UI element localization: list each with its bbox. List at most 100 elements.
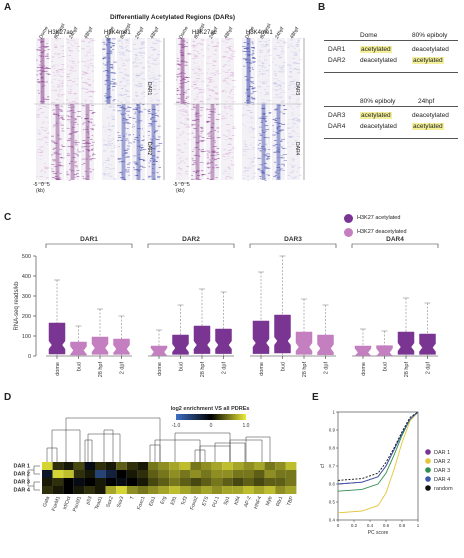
scale-tick-label: -1.0 [172, 423, 181, 429]
box [91, 308, 109, 356]
heatmap-column-label: Klf4 [233, 495, 242, 505]
legend-acetylated-label: H3K27 acetylated [357, 215, 401, 221]
heatmap-cell [285, 462, 297, 470]
heatmap-cell [73, 486, 85, 494]
panel-c-boxplot: 0 100 200 300 400 500 RNA-seq reads/kb DAR1 dome… [14, 236, 439, 378]
x-tick-label: 0.2 [351, 523, 358, 528]
table1-row2-b: acetylated [412, 57, 444, 64]
heatmap-cell [73, 462, 85, 470]
scale-tick-label: 0 [210, 423, 213, 429]
heatmap-cell [126, 486, 138, 494]
heatmap-cell [190, 462, 201, 470]
heatmap-cell [52, 486, 64, 494]
heatmap-cell [42, 478, 53, 486]
heatmap-cell [95, 478, 106, 486]
right-h3k27ac-label: H3K27ac [192, 30, 217, 36]
heatmap-column-label: p53 [85, 495, 94, 505]
y-axis-label: cf [320, 463, 326, 468]
x-tick-label: bud [383, 362, 389, 371]
heatmap-cell [169, 470, 180, 478]
box [397, 297, 415, 356]
heatmap-cell [222, 478, 233, 486]
heatmap-cell [95, 462, 106, 470]
heatmap-column [132, 38, 147, 181]
heatmap-cell [42, 486, 53, 494]
heatmap-cell [190, 478, 201, 486]
heatmap-cell [52, 478, 64, 486]
y-tick-label: 0 [28, 354, 31, 360]
heatmap-column-label: HNF4 [253, 495, 263, 510]
legend-label: DAR 1 [434, 450, 450, 456]
x-tick-label: dome [157, 362, 163, 376]
panel-a-heatmaps [34, 38, 305, 184]
heatmap-cell [42, 470, 53, 478]
heatmap-column [221, 38, 237, 180]
heatmap-cell [169, 478, 180, 486]
group-label: DAR2 [182, 236, 200, 243]
heatmap-cell [243, 486, 254, 494]
heatmap-column-label: Tead1 [94, 495, 104, 510]
series-line [337, 411, 419, 481]
heatmap-column-label: Sox3 [116, 495, 126, 508]
heatmap-cell [232, 486, 244, 494]
heatmap-cell [285, 470, 297, 478]
heatmap-cell [201, 470, 212, 478]
heatmap-cell [285, 486, 297, 494]
heatmap-cell [275, 470, 286, 478]
heatmap-column-label: Gata [42, 495, 51, 507]
heatmap-cell [179, 486, 191, 494]
y-tick-label: 0.9 [329, 428, 336, 433]
box [48, 279, 66, 356]
panel-b-table-2: 80% epiboly 24hpf DAR3 acetylated deacet… [324, 98, 458, 148]
x-tick-label: bud [179, 362, 185, 371]
left-axis-unit: (kb) [36, 188, 45, 194]
heatmap-column-label: TBP [286, 495, 295, 507]
heatmap-cell [148, 486, 159, 494]
heatmap-column-label: Erg [159, 495, 167, 505]
heatmap-cell [52, 462, 64, 470]
heatmap-cell [243, 462, 254, 470]
left-axis-tick-1: -5 [33, 182, 38, 188]
panel-e-letter: E [312, 392, 319, 403]
heatmap-cell [95, 486, 106, 494]
y-tick-label: 0.5 [329, 500, 336, 505]
y-tick-label: 1 [332, 410, 335, 415]
table2-header-1: 80% epiboly [360, 98, 396, 105]
heatmap-column-label: Foxa2 [189, 495, 199, 510]
box [172, 304, 189, 356]
heatmap-column [66, 38, 82, 181]
table1-row1-a: acetylated [360, 46, 392, 53]
heatmap-cell [211, 470, 223, 478]
heatmap-column-label: FoxM1 [51, 495, 62, 512]
heatmap-cell [211, 462, 223, 470]
heatmap-cell [211, 478, 223, 486]
heatmap-cell [232, 470, 244, 478]
y-tick-label: 100 [22, 334, 31, 340]
heatmap-cell [190, 470, 201, 478]
heatmap-column [36, 38, 51, 180]
legend-deacetylated-swatch [344, 228, 353, 237]
heatmap-cell [84, 478, 95, 486]
heatmap-cell [73, 478, 85, 486]
heatmap-cell [179, 462, 191, 470]
box [252, 271, 270, 356]
series-line [337, 411, 419, 485]
legend-label: DAR 2 [434, 459, 450, 465]
table1-row1-label: DAR1 [328, 46, 346, 53]
heatmap-cell [95, 470, 106, 478]
heatmap-cell [116, 462, 127, 470]
heatmap-cell [84, 486, 95, 494]
right-axis-tick-3: 5 [187, 182, 190, 188]
heatmap-column [81, 38, 97, 180]
heatmap-cell [158, 478, 170, 486]
heatmap-cell [148, 462, 159, 470]
heatmap-cell [84, 470, 95, 478]
heatmap-cell [105, 478, 117, 486]
series-line [337, 411, 419, 514]
right-axis-tick-1: -5 [173, 182, 178, 188]
heatmap-cell [116, 478, 127, 486]
x-tick-label: 28 hpf [98, 362, 104, 378]
heatmap-cell [254, 462, 265, 470]
heatmap-column-label: AP-2 [243, 495, 253, 508]
